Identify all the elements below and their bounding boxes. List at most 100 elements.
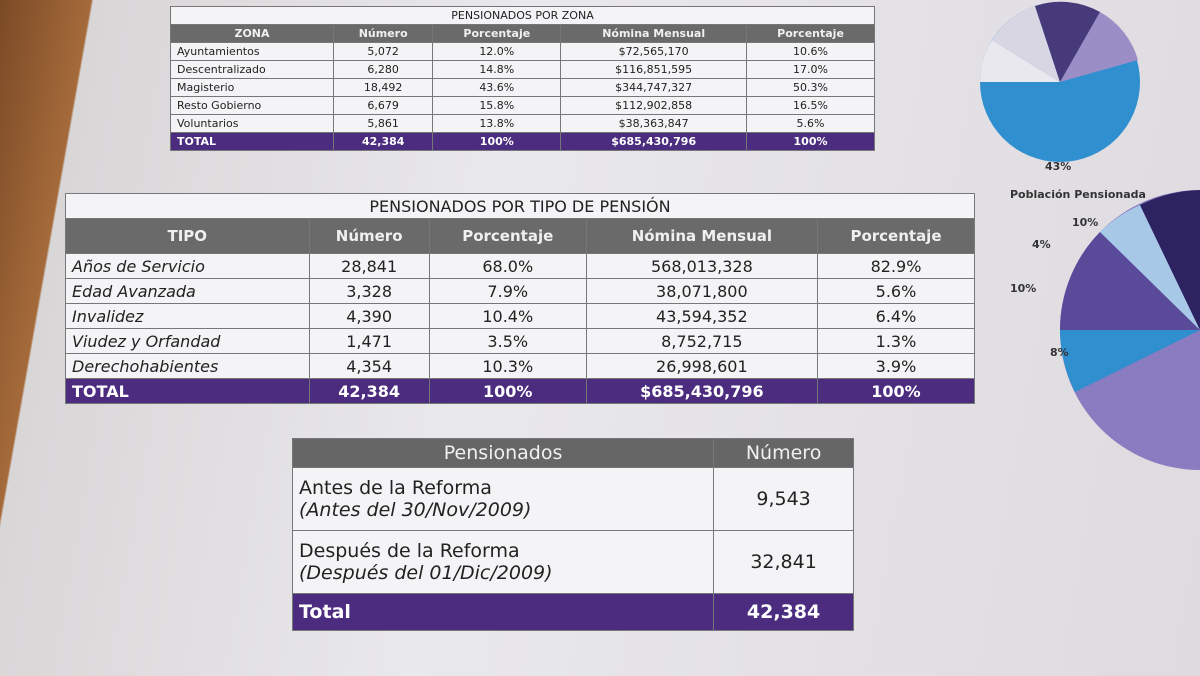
header-cell: Número (308, 218, 430, 254)
table-reforma: Pensionados Número Antes de la Reforma (Ant… (291, 438, 854, 631)
total-cell: 42,384 (333, 132, 434, 151)
cell: 12.0% (432, 42, 562, 61)
cell: 10.4% (428, 303, 587, 329)
table-zona: PENSIONADOS POR ZONA ZONA Número Porcentaje… (169, 6, 875, 151)
total-cell: TOTAL (169, 132, 335, 151)
cell: 3.9% (816, 353, 976, 379)
cell: 8,752,715 (585, 328, 818, 354)
cell: 26,998,601 (585, 353, 818, 379)
table-tipo: PENSIONADOS POR TIPO DE PENSIÓN TIPO Númer… (65, 193, 976, 404)
cell: 5.6% (746, 114, 875, 133)
total-cell: 100% (428, 378, 587, 404)
cell: 1.3% (816, 328, 976, 354)
row-label: Resto Gobierno (169, 96, 335, 115)
row-label: Edad Avanzada (65, 278, 310, 304)
cell: 3,328 (308, 278, 430, 304)
header-cell: Nómina Mensual (585, 218, 818, 254)
cell: 10.6% (746, 42, 875, 61)
header-cell: Pensionados (291, 438, 715, 468)
row-label: Descentralizado (169, 60, 335, 79)
total-cell: TOTAL (65, 378, 310, 404)
row: Invalidez 4,390 10.4% 43,594,352 6.4% (65, 303, 976, 329)
row-label: Invalidez (65, 303, 310, 329)
pie-1: 43% (980, 1, 1140, 173)
cell: 4,354 (308, 353, 430, 379)
pie-label: 43% (1045, 160, 1071, 173)
total-cell: $685,430,796 (585, 378, 818, 404)
cell: 568,013,328 (585, 253, 818, 279)
row: Derechohabientes 4,354 10.3% 26,998,601 3.9% (65, 353, 976, 379)
row-label-note: (Después del 01/Dic/2009) (299, 562, 553, 584)
row-label: Magisterio (169, 78, 335, 97)
total-cell: $685,430,796 (560, 132, 748, 151)
row: Años de Servicio 28,841 68.0% 568,013,328 82… (65, 253, 976, 279)
cell: 16.5% (746, 96, 875, 115)
header-cell: Número (713, 438, 854, 468)
pie-2: 10% 4% 10% 8% (1010, 190, 1200, 470)
header-cell: ZONA (169, 24, 335, 43)
row: Edad Avanzada 3,328 7.9% 38,071,800 5.6% (65, 278, 976, 304)
row-label: Después de la Reforma (Después del 01/Dic… (291, 530, 715, 594)
cell: 14.8% (432, 60, 562, 79)
header-cell: TIPO (65, 218, 310, 254)
cell: 7.9% (428, 278, 587, 304)
row: Magisterio 18,492 43.6% $344,747,327 50.3% (169, 78, 875, 97)
row-label: Antes de la Reforma (Antes del 30/Nov/200… (291, 467, 715, 531)
total-cell: 42,384 (713, 593, 854, 631)
total-row: Total 42,384 (291, 593, 854, 631)
cell: 50.3% (746, 78, 875, 97)
cell: 38,071,800 (585, 278, 818, 304)
cell: 6,679 (333, 96, 434, 115)
table-title: PENSIONADOS POR ZONA (170, 6, 875, 25)
row: Resto Gobierno 6,679 15.8% $112,902,858 16.5… (169, 96, 875, 115)
cell: 43,594,352 (585, 303, 818, 329)
table-title: PENSIONADOS POR TIPO DE PENSIÓN (65, 193, 975, 219)
row-label-main: Antes de la Reforma (299, 477, 492, 499)
cell: 5,072 (333, 42, 434, 61)
total-cell: Total (291, 593, 715, 631)
cell: $112,902,858 (560, 96, 748, 115)
total-cell: 100% (816, 378, 976, 404)
row-label: Años de Servicio (65, 253, 310, 279)
cell: 3.5% (428, 328, 587, 354)
row-label: Ayuntamientos (169, 42, 335, 61)
header-cell: Porcentaje (816, 218, 976, 254)
row: Antes de la Reforma (Antes del 30/Nov/200… (291, 467, 854, 531)
row-label: Derechohabientes (65, 353, 310, 379)
cell: 32,841 (713, 530, 854, 594)
total-cell: 100% (746, 132, 875, 151)
total-row: TOTAL 42,384 100% $685,430,796 100% (65, 378, 976, 404)
pie-label: 10% (1010, 282, 1036, 295)
row: Descentralizado 6,280 14.8% $116,851,595 17.… (169, 60, 875, 79)
cell: 68.0% (428, 253, 587, 279)
row-label-main: Después de la Reforma (299, 540, 520, 562)
row: Viudez y Orfandad 1,471 3.5% 8,752,715 1.3% (65, 328, 976, 354)
cell: 6,280 (333, 60, 434, 79)
cell: 43.6% (432, 78, 562, 97)
pie-label: 8% (1050, 346, 1069, 359)
total-row: TOTAL 42,384 100% $685,430,796 100% (169, 132, 875, 151)
pie-caption: Población Pensionada (1010, 188, 1146, 201)
cell: 5.6% (816, 278, 976, 304)
row: Después de la Reforma (Después del 01/Dic… (291, 530, 854, 594)
cell: 15.8% (432, 96, 562, 115)
title-row: PENSIONADOS POR ZONA (170, 6, 875, 25)
cell: $38,363,847 (560, 114, 748, 133)
cell: $72,565,170 (560, 42, 748, 61)
header-row: TIPO Número Porcentaje Nómina Mensual Porcen… (65, 218, 976, 254)
cell: 9,543 (713, 467, 854, 531)
cell: 18,492 (333, 78, 434, 97)
header-cell: Porcentaje (432, 24, 562, 43)
row: Ayuntamientos 5,072 12.0% $72,565,170 10.6% (169, 42, 875, 61)
cell: 1,471 (308, 328, 430, 354)
pie-label: 4% (1032, 238, 1051, 251)
row-label: Viudez y Orfandad (65, 328, 310, 354)
header-row: ZONA Número Porcentaje Nómina Mensual Porcen… (169, 24, 875, 43)
header-cell: Porcentaje (428, 218, 587, 254)
row: Voluntarios 5,861 13.8% $38,363,847 5.6% (169, 114, 875, 133)
cell: 5,861 (333, 114, 434, 133)
header-cell: Nómina Mensual (560, 24, 748, 43)
cell: 17.0% (746, 60, 875, 79)
pie-label: 10% (1072, 216, 1098, 229)
